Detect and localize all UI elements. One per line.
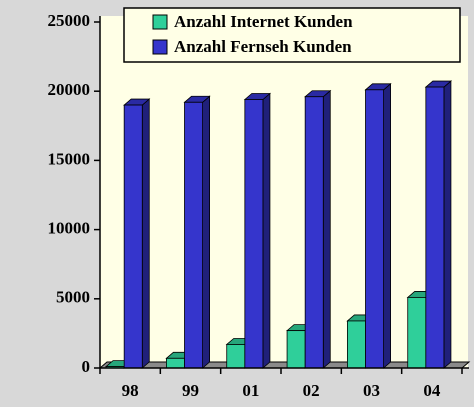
legend-swatch xyxy=(152,14,168,30)
y-tick-label: 15000 xyxy=(48,149,91,168)
bar xyxy=(365,89,385,369)
y-tick-label: 20000 xyxy=(48,80,91,99)
bar xyxy=(226,344,246,369)
legend-box xyxy=(123,7,461,63)
bar xyxy=(244,99,264,369)
bar xyxy=(286,330,306,369)
bar xyxy=(304,96,324,369)
bar xyxy=(407,297,427,369)
y-tick-label: 5000 xyxy=(56,288,90,307)
x-tick-label: 04 xyxy=(423,381,441,400)
bar-side xyxy=(322,89,331,369)
bar-side xyxy=(202,95,211,369)
bar xyxy=(425,86,445,369)
y-tick-label: 0 xyxy=(82,357,91,376)
x-tick-label: 01 xyxy=(242,381,259,400)
x-tick-label: 02 xyxy=(303,381,320,400)
bar-side xyxy=(141,98,150,369)
legend-label: Anzahl Fernseh Kunden xyxy=(174,37,352,56)
x-tick-label: 98 xyxy=(122,381,139,400)
legend-label: Anzahl Internet Kunden xyxy=(174,12,353,31)
bar xyxy=(123,104,143,369)
legend-swatch xyxy=(152,39,168,55)
bar xyxy=(346,320,366,369)
bar-side xyxy=(383,82,392,369)
plot-area xyxy=(100,16,468,368)
bar xyxy=(165,357,185,369)
x-tick-label: 03 xyxy=(363,381,380,400)
bar-side xyxy=(443,80,452,369)
y-tick-label: 10000 xyxy=(48,219,91,238)
bar xyxy=(184,101,204,369)
x-tick-label: 99 xyxy=(182,381,199,400)
y-tick-label: 25000 xyxy=(48,11,91,30)
bar-side xyxy=(262,92,271,369)
